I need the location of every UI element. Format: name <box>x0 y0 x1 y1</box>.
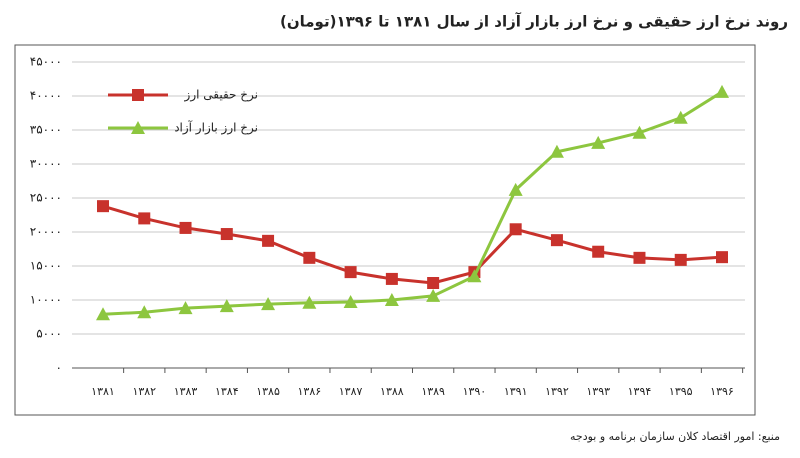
x-tick-label: ۱۳۸۳ <box>174 385 198 398</box>
data-point <box>467 269 482 283</box>
chart-title: روند نرخ ارز حقیقی و نرخ ارز بازار آزاد … <box>280 13 788 31</box>
x-tick-label: ۱۳۸۵ <box>256 385 280 398</box>
data-point <box>427 277 440 289</box>
y-tick-label: ۱۵۰۰۰ <box>30 259 62 273</box>
legend-label: نرخ ارز بازار آزاد <box>174 120 258 136</box>
x-tick-label: ۱۳۸۸ <box>380 385 404 398</box>
x-tick-label: ۱۳۹۵ <box>669 385 693 398</box>
data-point <box>303 251 316 264</box>
data-point <box>549 144 564 158</box>
data-point <box>137 305 152 319</box>
data-point <box>715 84 729 98</box>
x-tick-label: ۱۳۸۴ <box>215 385 239 398</box>
data-point <box>592 245 605 258</box>
x-tick-label: ۱۳۸۶ <box>298 385 322 398</box>
y-tick-label: ۲۰۰۰۰ <box>30 225 62 239</box>
y-tick-label: ۳۵۰۰۰ <box>30 123 62 137</box>
y-tick-label: ۳۰۰۰۰ <box>30 157 62 171</box>
x-tick-label: ۱۳۹۲ <box>545 385 569 398</box>
data-point <box>96 307 110 321</box>
data-point <box>591 135 606 149</box>
data-point <box>261 297 276 311</box>
data-point <box>97 200 109 213</box>
data-point <box>138 212 151 225</box>
data-point <box>550 234 563 247</box>
y-tick-label: ۵۰۰۰ <box>36 327 62 341</box>
x-tick-label: ۱۳۹۳ <box>586 385 610 398</box>
series-line <box>102 204 723 285</box>
data-point <box>716 251 728 264</box>
data-point <box>262 234 275 247</box>
chart-frame <box>14 44 756 416</box>
legend-label: نرخ حقیقی ارز <box>184 88 258 103</box>
x-tick-label: ۱۳۹۱ <box>504 385 528 398</box>
data-point <box>633 251 646 264</box>
legend-marker <box>131 121 145 134</box>
y-tick-label: ۲۵۰۰۰ <box>30 191 62 205</box>
data-point <box>384 293 399 306</box>
data-point <box>302 295 317 309</box>
x-tick-label: ۱۳۸۲ <box>132 385 156 398</box>
data-point <box>219 299 234 313</box>
data-point <box>344 266 357 279</box>
x-tick-label: ۱۳۹۴ <box>628 385 652 398</box>
data-point <box>509 223 522 236</box>
data-point <box>220 228 233 241</box>
x-tick-label: ۱۳۹۶ <box>710 385 734 398</box>
data-point <box>385 272 398 285</box>
data-point <box>632 125 647 139</box>
y-tick-label: ۰ <box>56 361 62 375</box>
legend-marker <box>132 89 144 101</box>
series-line <box>102 90 723 316</box>
data-point <box>178 301 193 315</box>
x-tick-label: ۱۳۹۰ <box>463 385 487 398</box>
x-tick-label: ۱۳۸۹ <box>421 385 445 398</box>
data-point <box>426 288 441 302</box>
x-tick-label: ۱۳۸۱ <box>91 385 115 398</box>
y-tick-label: ۱۰۰۰۰ <box>30 293 62 307</box>
data-point <box>673 110 688 124</box>
data-point <box>674 253 687 266</box>
y-tick-label: ۴۵۰۰۰ <box>30 55 62 69</box>
data-point <box>508 182 523 196</box>
source-note: منبع: امور اقتصاد کلان سازمان برنامه و ب… <box>570 430 780 443</box>
y-tick-label: ۴۰۰۰۰ <box>30 89 62 103</box>
x-tick-label: ۱۳۸۷ <box>339 385 363 398</box>
data-point <box>343 295 358 309</box>
data-point <box>179 221 192 234</box>
